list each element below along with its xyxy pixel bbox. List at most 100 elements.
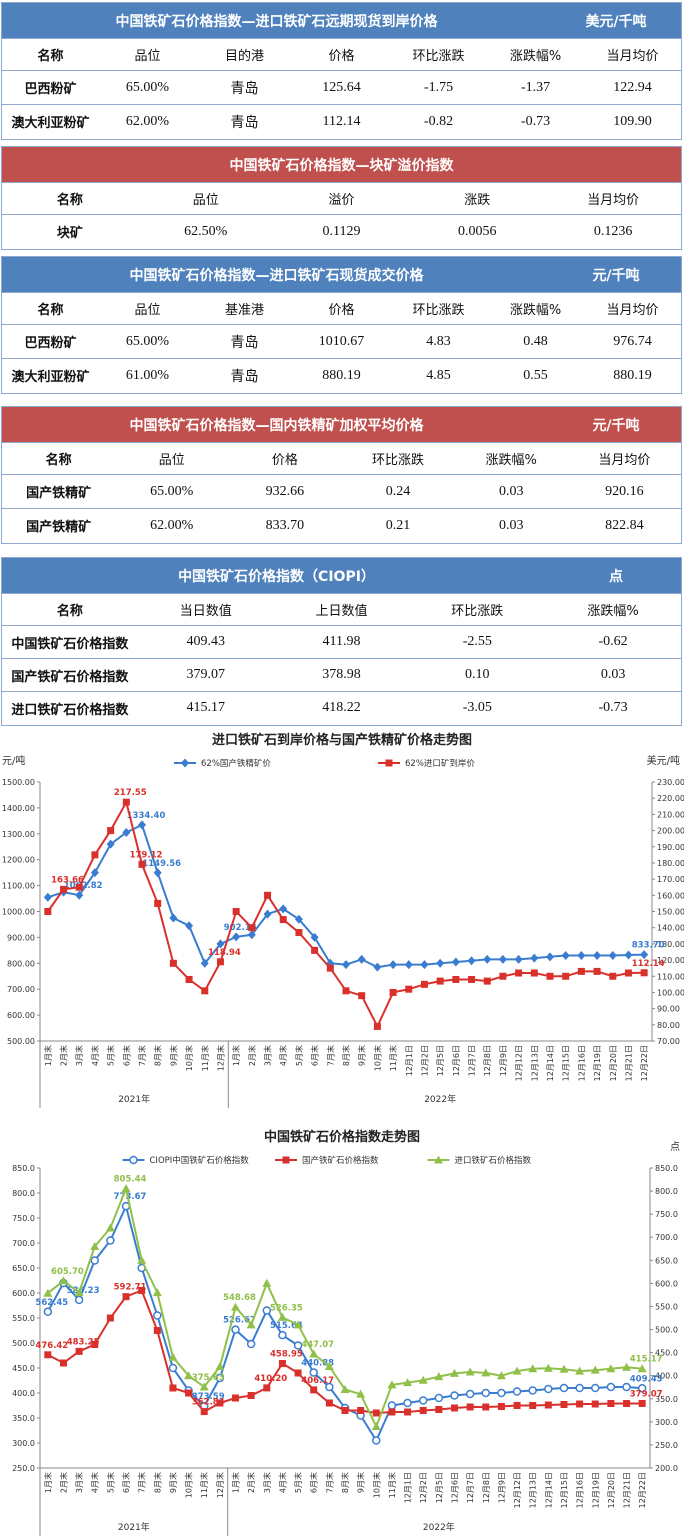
data-point bbox=[293, 1341, 303, 1350]
data-point bbox=[43, 892, 52, 902]
row-name: 巴西粉矿 bbox=[2, 70, 99, 105]
data-point bbox=[420, 960, 429, 970]
x-tick-label: 12月8日 bbox=[482, 1472, 491, 1503]
data-point bbox=[593, 967, 601, 975]
data-point bbox=[591, 1400, 599, 1408]
data-point bbox=[185, 1389, 193, 1397]
data-point bbox=[200, 1408, 208, 1416]
header-row: 名称 品位 价格 环比涨跌 涨跌幅% 当月均价 bbox=[2, 442, 681, 475]
cell: 青岛 bbox=[196, 358, 293, 393]
data-point bbox=[153, 868, 162, 878]
y-tick-label: 1100.00 bbox=[2, 882, 35, 891]
x-tick-label: 3月末 bbox=[263, 1045, 273, 1066]
x-tick-label: 6月末 bbox=[121, 1472, 131, 1493]
data-point bbox=[153, 1327, 161, 1334]
data-point bbox=[277, 1312, 287, 1321]
cell: 青岛 bbox=[196, 70, 293, 105]
x-tick-label: 12月7日 bbox=[468, 1045, 477, 1076]
table-header: 中国铁矿石价格指数—国内铁精矿加权平均价格 元/千吨 bbox=[2, 407, 681, 442]
x-tick-label: 12月8日 bbox=[483, 1045, 492, 1076]
x-tick-label: 1月末 bbox=[43, 1472, 53, 1493]
data-point bbox=[499, 972, 507, 980]
header-row: 名称 品位 基准港 价格 环比涨跌 涨跌幅% 当月均价 bbox=[2, 292, 681, 325]
data-point bbox=[387, 1401, 397, 1410]
legend-marker bbox=[434, 1155, 443, 1164]
x-tick-label: 12月9日 bbox=[497, 1472, 506, 1503]
header-row: 名称 当日数值 上日数值 环比涨跌 涨跌幅% bbox=[2, 593, 681, 626]
data-row: 中国铁矿石价格指数 409.43 411.98 -2.55 -0.62 bbox=[2, 625, 681, 659]
data-point bbox=[91, 1341, 99, 1348]
x-tick-label: 12月20日 bbox=[607, 1472, 616, 1508]
data-table: 名称 品位 溢价 涨跌 当月均价 块矿 62.50% 0.1129 0.0056 0.1236 bbox=[2, 182, 681, 249]
row-name: 中国铁矿石价格指数 bbox=[2, 625, 138, 659]
y-tick-label: 550.0 bbox=[12, 1314, 35, 1323]
y-tick-label: 700.00 bbox=[7, 985, 35, 994]
y2-tick-label: 450.0 bbox=[655, 1349, 678, 1358]
y2-tick-label: 850.0 bbox=[655, 1164, 678, 1173]
value-label: 375.63 bbox=[192, 1373, 225, 1383]
data-point bbox=[562, 972, 570, 980]
x-tick-label: 2月末 bbox=[247, 1045, 257, 1066]
data-point bbox=[44, 1351, 52, 1359]
value-label: 373.59 bbox=[192, 1392, 225, 1402]
y-axis-title: 元/吨 bbox=[2, 754, 25, 767]
data-row: 国产铁矿石价格指数 379.07 378.98 0.10 0.03 bbox=[2, 658, 681, 692]
data-point bbox=[121, 1184, 131, 1193]
x-tick-label: 4月末 bbox=[277, 1472, 287, 1493]
data-point bbox=[575, 1383, 584, 1393]
y2-tick-label: 90.00 bbox=[657, 1005, 680, 1014]
cell: 822.84 bbox=[567, 508, 681, 543]
column-header: 环比涨跌 bbox=[341, 442, 455, 475]
y2-tick-label: 150.00 bbox=[657, 908, 684, 917]
data-point bbox=[530, 953, 539, 963]
data-point bbox=[389, 988, 397, 996]
cell: 833.70 bbox=[228, 508, 342, 543]
legend-marker bbox=[385, 759, 393, 767]
cell: 青岛 bbox=[196, 324, 293, 359]
data-point bbox=[216, 939, 225, 949]
data-point bbox=[356, 1389, 366, 1398]
x-tick-label: 12月16日 bbox=[576, 1472, 585, 1508]
row-name: 国产铁精矿 bbox=[2, 474, 116, 509]
data-point bbox=[324, 1361, 334, 1370]
row-name: 块矿 bbox=[2, 214, 138, 249]
cell: -2.55 bbox=[409, 625, 546, 659]
value-label: 458.95 bbox=[270, 1350, 303, 1360]
y-tick-label: 800.0 bbox=[12, 1189, 35, 1198]
column-header: 环比涨跌 bbox=[390, 38, 487, 71]
data-point bbox=[74, 1295, 84, 1305]
cell: 109.90 bbox=[584, 104, 681, 139]
y-tick-label: 750.0 bbox=[12, 1214, 35, 1223]
data-point bbox=[624, 950, 633, 960]
x-group-label: 2022年 bbox=[423, 1521, 455, 1533]
data-point bbox=[435, 1406, 443, 1413]
table-panel: 中国铁矿石价格指数—块矿溢价指数 名称 品位 溢价 涨跌 当月均价 块矿 62.50% 0.11… bbox=[1, 146, 682, 250]
data-point bbox=[576, 1400, 584, 1408]
data-point bbox=[247, 930, 256, 940]
data-point bbox=[483, 977, 491, 985]
x-tick-label: 7月末 bbox=[137, 1472, 147, 1493]
y2-tick-label: 750.0 bbox=[655, 1210, 678, 1219]
data-point bbox=[529, 1402, 537, 1409]
data-point bbox=[231, 1302, 241, 1311]
x-tick-label: 12月5日 bbox=[435, 1472, 444, 1503]
column-header: 当月均价 bbox=[567, 442, 681, 475]
x-tick-label: 4月末 bbox=[90, 1472, 100, 1493]
legend-marker bbox=[181, 758, 189, 768]
column-header: 环比涨跌 bbox=[409, 593, 546, 626]
column-header: 当月均价 bbox=[584, 38, 681, 71]
data-point bbox=[404, 1408, 412, 1416]
data-point bbox=[512, 1366, 522, 1375]
cell: -1.37 bbox=[487, 70, 584, 105]
data-point bbox=[622, 1382, 631, 1392]
x-tick-label: 12月22日 bbox=[640, 1045, 649, 1081]
data-point bbox=[310, 1386, 318, 1394]
x-tick-label: 12月15日 bbox=[562, 1045, 571, 1081]
data-point bbox=[106, 1236, 115, 1245]
data-point bbox=[481, 1388, 491, 1398]
value-label: 902.16 bbox=[224, 923, 257, 933]
cell: 932.66 bbox=[228, 474, 342, 509]
y2-tick-label: 700.0 bbox=[655, 1233, 678, 1242]
data-table: 名称 品位 目的港 价格 环比涨跌 涨跌幅% 当月均价 巴西粉矿 65.00% 青岛 125.64-… bbox=[2, 38, 681, 139]
data-point bbox=[468, 975, 476, 983]
